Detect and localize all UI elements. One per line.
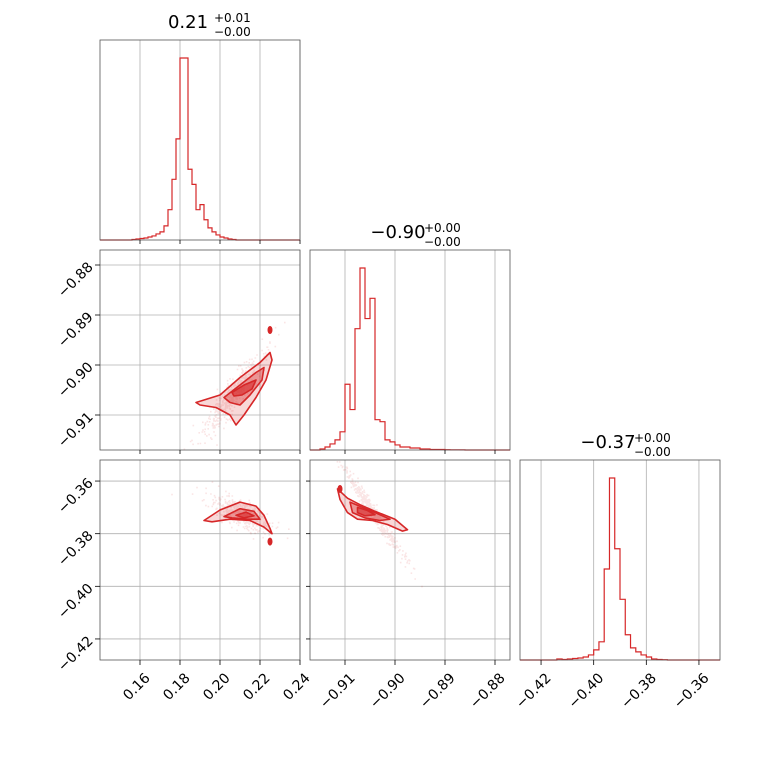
axes-frame: [519, 459, 721, 661]
x-tick-label: 0.24: [280, 670, 313, 703]
y-tick-label: −0.36: [55, 475, 97, 517]
density-hotspot: [337, 484, 343, 493]
pair-panel-1-0: −0.91 −0.90 −0.89 −0.88: [55, 249, 301, 451]
pair-panel-2-1: [306, 459, 511, 661]
axes-frame: [99, 459, 301, 661]
density-hotspot: [267, 326, 273, 334]
y-tick-label: −0.90: [55, 359, 97, 401]
x-tick-label: 0.18: [160, 670, 193, 703]
param-title-value: 0.21: [168, 12, 208, 33]
param-title-minus: −0.00: [634, 445, 671, 459]
param-title-plus: +0.01: [214, 11, 251, 25]
hist-panel-0: 0.21 +0.01−0.00: [99, 11, 301, 241]
param-title-value: −0.90: [370, 222, 425, 243]
x-tick-label: −0.88: [467, 670, 509, 712]
y-tick-label: −0.42: [55, 633, 97, 675]
contour-level-3: [231, 379, 257, 397]
axes-frame: [99, 249, 301, 451]
pair-panel-2-0: −0.42 −0.40 −0.38 −0.36: [55, 459, 301, 675]
y-tick-label: −0.91: [55, 409, 97, 451]
y-tick-label: −0.38: [55, 528, 97, 570]
histogram-step: [100, 57, 300, 241]
param-title-plus: +0.00: [634, 431, 671, 445]
x-tick-label: −0.38: [618, 670, 660, 712]
histogram-step: [310, 267, 510, 451]
contour-level-1: [336, 488, 409, 532]
param-title-plus: +0.00: [424, 221, 461, 235]
x-tick-label: 0.16: [120, 670, 153, 703]
density-hotspot: [267, 537, 273, 546]
x-tick-label: 0.20: [200, 670, 233, 703]
x-tick-label: −0.42: [513, 670, 555, 712]
y-tick-label: −0.89: [55, 309, 97, 351]
histogram-step: [520, 477, 720, 661]
x-tick-label: −0.36: [671, 670, 713, 712]
x-tick-label: 0.22: [240, 670, 273, 703]
x-tick-label: −0.89: [417, 670, 459, 712]
x-tick-label: −0.40: [566, 670, 608, 712]
axes-frame: [99, 39, 301, 241]
param-title-minus: −0.00: [424, 235, 461, 249]
y-tick-label: −0.40: [55, 581, 97, 623]
param-title-minus: −0.00: [214, 25, 251, 39]
axes-frame: [309, 459, 511, 661]
x-tick-label: −0.90: [367, 670, 409, 712]
param-title-value: −0.37: [580, 432, 635, 453]
contour-level-3: [356, 506, 376, 517]
axes-frame: [309, 249, 511, 451]
x-tick-label: −0.91: [317, 670, 359, 712]
y-tick-label: −0.88: [55, 259, 97, 301]
hist-panel-1: −0.90+0.00−0.00: [309, 221, 511, 451]
contour-level-3: [235, 511, 255, 519]
hist-panel-2: −0.37+0.00−0.00: [519, 431, 721, 661]
